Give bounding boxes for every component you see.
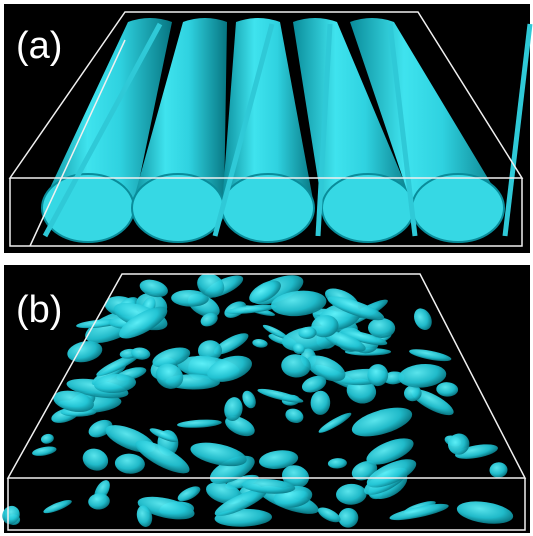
vortex-blob	[327, 458, 347, 469]
vortex-blob	[171, 289, 209, 307]
vortex-blob	[447, 433, 470, 455]
vortex-blob	[198, 340, 222, 361]
vortex-blob	[224, 397, 243, 422]
turbulent-structures	[2, 273, 514, 528]
cylinders	[41, 18, 533, 243]
vortex-blob	[225, 304, 277, 314]
vortex-blob	[136, 505, 153, 527]
vortex-blob	[311, 315, 339, 338]
vortex-blob	[366, 438, 414, 465]
vortex-blob	[310, 390, 331, 415]
vortex-blob	[411, 389, 454, 416]
vortex-blob	[40, 433, 54, 444]
vortex-blob	[281, 465, 310, 488]
vortex-blob	[137, 496, 195, 520]
vortex-blob	[225, 416, 255, 437]
cylinder-end	[131, 173, 225, 243]
vortex-blob	[257, 388, 304, 403]
vortex-blob	[271, 290, 327, 317]
vortex-blob	[327, 296, 385, 321]
ribbon	[387, 23, 418, 237]
vortex-blob	[207, 355, 252, 382]
panel-label: (a)	[16, 25, 62, 67]
vortex-blob	[292, 343, 305, 355]
cylinder	[222, 18, 314, 205]
vortex-blob	[214, 488, 267, 517]
vortex-blob	[398, 363, 447, 388]
vortex-blob	[389, 503, 449, 521]
vortex-blob	[82, 448, 109, 471]
vortex-blob	[306, 355, 346, 382]
vortex-blob	[177, 419, 222, 428]
panel-label: (b)	[16, 289, 62, 331]
bounding-box	[6, 273, 527, 531]
vortex-blob	[436, 382, 459, 397]
vortex-blob	[252, 339, 268, 348]
vortex-blob	[96, 353, 140, 377]
vortex-blob	[119, 306, 168, 339]
bounding-box	[8, 11, 524, 247]
vortex-blob	[88, 493, 110, 510]
ribbon	[502, 23, 533, 237]
vortex-blob	[93, 373, 137, 394]
vortex-blob	[43, 500, 72, 514]
vortex-blob	[152, 347, 191, 368]
vortex-blob	[301, 375, 327, 393]
cylinder-end	[321, 173, 415, 243]
vortex-blob	[338, 507, 359, 528]
vortex-blob	[323, 331, 366, 352]
vortex-blob	[213, 333, 249, 355]
vortex-blob	[368, 317, 396, 339]
vortex-blob	[53, 390, 94, 413]
vortex-blob	[177, 486, 201, 502]
vortex-blob	[197, 273, 225, 298]
panel-b: (b)	[2, 265, 530, 533]
cylinder-end	[411, 173, 505, 243]
ribbon	[42, 22, 163, 238]
vortex-blob	[262, 324, 289, 340]
vortex-blob	[285, 408, 304, 423]
vortex-blob	[155, 363, 184, 389]
ribbon	[315, 23, 333, 237]
vortex-blob	[131, 347, 151, 360]
vortex-blob	[404, 385, 422, 402]
vortex-blob	[351, 407, 413, 437]
vortex-blob	[366, 459, 417, 488]
cylinder	[132, 18, 227, 205]
cylinder-end	[221, 173, 315, 243]
cylinder	[350, 18, 504, 205]
vortex-blob	[114, 453, 145, 474]
vortex-blob	[2, 505, 20, 525]
vortex-blob	[135, 440, 190, 474]
vortex-blob	[281, 354, 311, 378]
vortex-blob	[149, 428, 178, 443]
vortex-blob	[489, 462, 508, 478]
vortex-blob	[298, 326, 317, 340]
vortex-blob	[409, 349, 452, 362]
vortex-blob	[414, 308, 432, 330]
ribbon	[212, 23, 275, 237]
vortex-blob	[200, 312, 218, 327]
vortex-blob	[259, 450, 299, 469]
cylinder-end	[41, 173, 135, 243]
vortex-blob	[367, 364, 389, 387]
vortex-blob	[340, 330, 388, 346]
vortex-blob	[190, 442, 247, 467]
vortex-blob	[32, 446, 57, 456]
vortex-blob	[318, 412, 352, 433]
vortex-blob	[241, 478, 296, 494]
vortex-blob	[317, 507, 341, 523]
vortex-blob	[249, 280, 281, 304]
vortex-blob	[242, 390, 256, 409]
vortex-blob	[336, 483, 367, 505]
vortex-blob	[139, 279, 168, 298]
vortex-blob	[456, 501, 514, 524]
panel-a: (a)	[4, 4, 533, 253]
